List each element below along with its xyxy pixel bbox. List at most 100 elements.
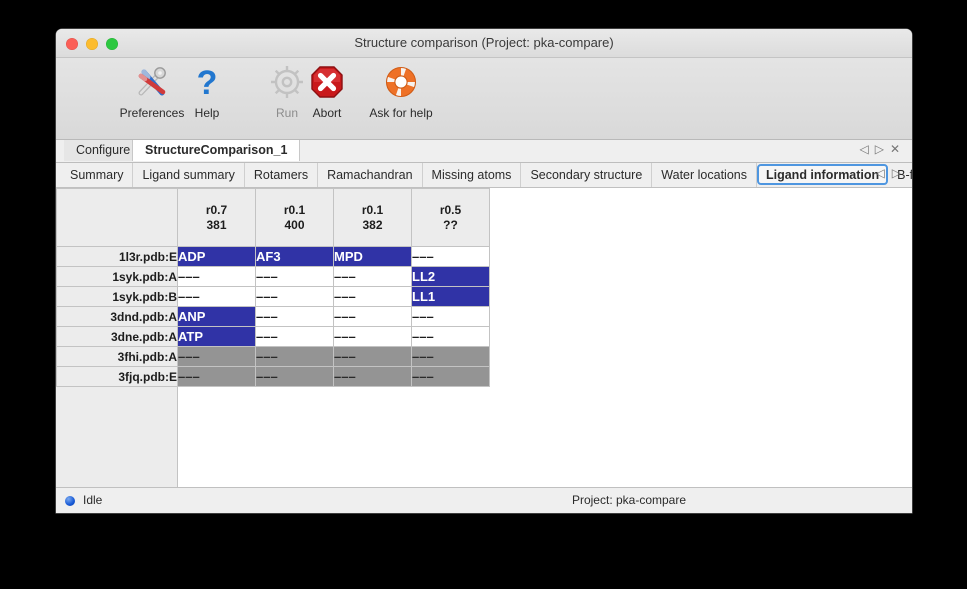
table-cell-r4-c2[interactable]: ––– (333, 326, 412, 347)
row-header-1[interactable]: 1syk.pdb:A (56, 266, 178, 287)
table-cell-r5-c1[interactable]: ––– (255, 346, 334, 367)
ask-for-help-label: Ask for help (369, 106, 433, 120)
table-cell-r2-c3[interactable]: LL1 (411, 286, 490, 307)
doc-tab-close-icon[interactable]: ✕ (889, 142, 906, 156)
table-cell-r3-c0[interactable]: ANP (177, 306, 256, 327)
preferences-icon (107, 62, 197, 104)
run-gear-icon (242, 62, 332, 104)
sub-tab-prev-icon[interactable]: ◁ (875, 166, 892, 180)
table-row: 1syk.pdb:A ––– ––– ––– LL2 (56, 266, 490, 287)
abort-button[interactable]: Abort (282, 62, 372, 120)
table-cell-r4-c1[interactable]: ––– (255, 326, 334, 347)
table-cell-r6-c3[interactable]: ––– (411, 366, 490, 387)
table-row: 3dnd.pdb:A ANP ––– ––– ––– (56, 306, 490, 327)
row-header-6[interactable]: 3fjq.pdb:E (56, 366, 178, 387)
doc-tab-structurecomparison-1[interactable]: StructureComparison_1 (132, 140, 301, 161)
tab-ramachandran[interactable]: Ramachandran (318, 163, 423, 187)
status-project-label: Project: pka-compare (571, 493, 687, 507)
table-cell-r2-c0[interactable]: ––– (177, 286, 256, 307)
table-cell-r0-c0[interactable]: ADP (177, 246, 256, 267)
sub-tab-nav: ◁▷ (876, 166, 908, 180)
table-cell-r1-c2[interactable]: ––– (333, 266, 412, 287)
document-tab-bar: Configure StructureComparison_1 ◁▷✕ (56, 140, 912, 163)
status-bar: Idle Project: pka-compare (56, 487, 912, 513)
table-cell-r4-c0[interactable]: ATP (177, 326, 256, 347)
preferences-button[interactable]: Preferences (107, 62, 197, 120)
table-cell-r0-c2[interactable]: MPD (333, 246, 412, 267)
table-cell-r1-c0[interactable]: ––– (177, 266, 256, 287)
column-header-2-line1: r0.1 (361, 202, 384, 217)
row-header-4[interactable]: 3dne.pdb:A (56, 326, 178, 347)
close-window-button[interactable] (66, 38, 78, 50)
window-title: Structure comparison (Project: pka-compa… (354, 35, 614, 50)
table-cell-r6-c0[interactable]: ––– (177, 366, 256, 387)
column-header-0[interactable]: r0.7 381 (177, 188, 256, 247)
title-bar: Structure comparison (Project: pka-compa… (56, 29, 912, 58)
table-row: 1syk.pdb:B ––– ––– ––– LL1 (56, 286, 490, 307)
table-cell-r5-c0[interactable]: ––– (177, 346, 256, 367)
application-window: Structure comparison (Project: pka-compa… (56, 29, 912, 513)
table-row: 3fjq.pdb:E ––– ––– ––– ––– (56, 366, 490, 387)
table-cell-r1-c1[interactable]: ––– (255, 266, 334, 287)
svg-text:?: ? (197, 64, 218, 102)
table-cell-r0-c3[interactable]: ––– (411, 246, 490, 267)
doc-tab-configure[interactable]: Configure (64, 140, 144, 161)
table-cell-r5-c2[interactable]: ––– (333, 346, 412, 367)
help-button[interactable]: ? Help (162, 62, 252, 120)
table-cell-r6-c2[interactable]: ––– (333, 366, 412, 387)
table-cell-r3-c2[interactable]: ––– (333, 306, 412, 327)
table-corner-cell (56, 188, 178, 247)
row-header-3[interactable]: 3dnd.pdb:A (56, 306, 178, 327)
tab-b-factors[interactable]: B-factors (897, 168, 912, 182)
run-button[interactable]: Run (242, 62, 332, 120)
row-header-5[interactable]: 3fhi.pdb:A (56, 346, 178, 367)
table-cell-r3-c1[interactable]: ––– (255, 306, 334, 327)
status-text: Idle (83, 493, 103, 507)
row-header-2[interactable]: 1syk.pdb:B (56, 286, 178, 307)
table-cell-r4-c3[interactable]: ––– (411, 326, 490, 347)
toolbar: Preferences ? Help (56, 58, 912, 140)
column-header-0-line1: r0.7 (205, 202, 228, 217)
tab-summary[interactable]: Summary (56, 163, 134, 187)
tab-missing-atoms[interactable]: Missing atoms (423, 163, 522, 187)
tab-rotamers[interactable]: Rotamers (245, 163, 319, 187)
abort-icon (282, 62, 372, 104)
table-row: 3fhi.pdb:A ––– ––– ––– ––– (56, 346, 490, 367)
status-led-icon (65, 496, 75, 506)
abort-label: Abort (312, 106, 342, 120)
run-label: Run (275, 106, 298, 120)
lifering-icon (336, 62, 466, 104)
tab-ligand-summary[interactable]: Ligand summary (133, 163, 245, 187)
table-cell-r2-c2[interactable]: ––– (333, 286, 412, 307)
row-header-0[interactable]: 1l3r.pdb:E (56, 246, 178, 267)
table-cell-r2-c1[interactable]: ––– (255, 286, 334, 307)
ligand-information-table: r0.7 381 r0.1 400 r0.1 382 r0.5 ?? (56, 188, 490, 387)
preferences-label: Preferences (119, 106, 185, 120)
tab-water-locations[interactable]: Water locations (652, 163, 757, 187)
sub-tab-bar: Summary Ligand summary Rotamers Ramachandra… (56, 163, 912, 188)
table-row: 1l3r.pdb:E ADP AF3 MPD ––– (56, 246, 490, 267)
table-cell-r5-c3[interactable]: ––– (411, 346, 490, 367)
help-icon: ? (162, 62, 252, 104)
column-header-2[interactable]: r0.1 382 (333, 188, 412, 247)
column-header-1-line2: 400 (284, 217, 305, 232)
help-label: Help (194, 106, 220, 120)
minimize-window-button[interactable] (86, 38, 98, 50)
doc-tab-prev-icon[interactable]: ◁ (859, 142, 875, 156)
sub-tab-next-icon[interactable]: ▷ (891, 166, 908, 180)
maximize-window-button[interactable] (106, 38, 118, 50)
column-header-1[interactable]: r0.1 400 (255, 188, 334, 247)
table-body: 1l3r.pdb:E ADP AF3 MPD ––– 1syk.pdb:A ––– ––– ––… (56, 246, 490, 387)
tab-secondary-structure[interactable]: Secondary structure (521, 163, 653, 187)
table-cell-r0-c1[interactable]: AF3 (255, 246, 334, 267)
doc-tab-next-icon[interactable]: ▷ (874, 142, 890, 156)
column-header-3-line1: r0.5 (439, 202, 462, 217)
column-header-1-line1: r0.1 (283, 202, 306, 217)
table-header-row: r0.7 381 r0.1 400 r0.1 382 r0.5 ?? (56, 188, 490, 247)
table-cell-r3-c3[interactable]: ––– (411, 306, 490, 327)
ask-for-help-button[interactable]: Ask for help (336, 62, 466, 120)
tab-ligand-information[interactable]: Ligand information (756, 164, 889, 185)
column-header-3[interactable]: r0.5 ?? (411, 188, 490, 247)
table-cell-r6-c1[interactable]: ––– (255, 366, 334, 387)
table-cell-r1-c3[interactable]: LL2 (411, 266, 490, 287)
